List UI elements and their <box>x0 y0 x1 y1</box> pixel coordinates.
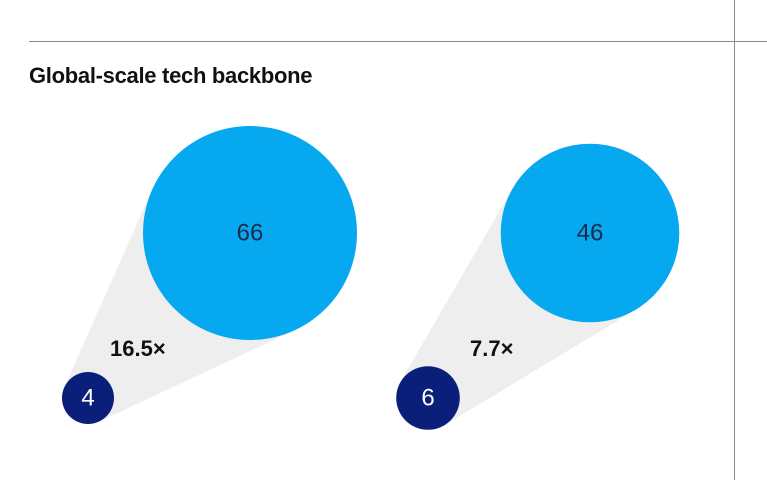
small-bubble <box>396 366 460 430</box>
right-divider <box>734 0 735 480</box>
bubble-group-1: 66 4 16.5× <box>62 126 357 424</box>
small-bubble-value: 6 <box>421 385 434 412</box>
small-bubble-value: 4 <box>81 385 94 412</box>
large-bubble <box>500 143 680 323</box>
comparison-cone <box>400 188 637 426</box>
large-bubble <box>143 126 357 340</box>
bubble-group-2: 46 6 7.7× <box>396 143 680 430</box>
top-divider <box>29 41 767 42</box>
chart-title: Global-scale tech backbone <box>29 63 313 88</box>
large-bubble-value: 46 <box>577 220 604 247</box>
ratio-label: 7.7× <box>470 336 513 361</box>
ratio-label: 16.5× <box>110 336 166 361</box>
large-bubble-value: 66 <box>237 220 264 247</box>
small-bubble <box>62 372 114 424</box>
